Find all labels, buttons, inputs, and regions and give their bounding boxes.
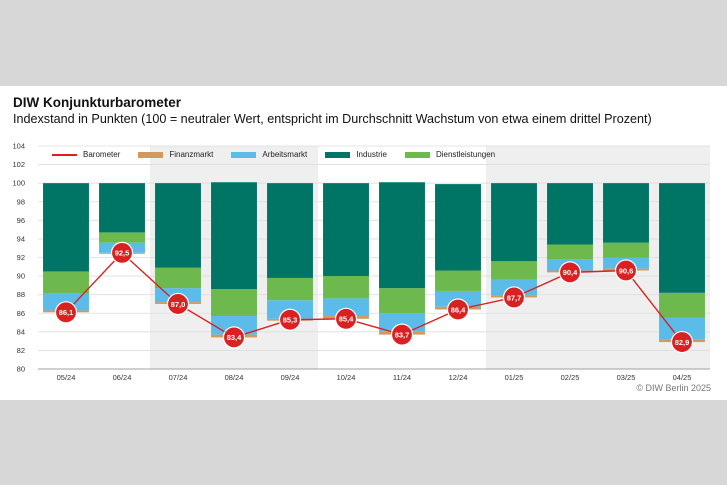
legend-label: Arbeitsmarkt bbox=[262, 150, 308, 159]
x-tick-label: 02/25 bbox=[561, 373, 580, 382]
y-tick-label: 86 bbox=[17, 309, 25, 318]
barometer-point bbox=[558, 261, 582, 284]
legend-label: Barometer bbox=[83, 150, 121, 159]
y-tick-label: 82 bbox=[17, 346, 25, 355]
barometer-point bbox=[222, 326, 246, 349]
bar-segment-dienstleistungen bbox=[659, 292, 705, 318]
y-tick-label: 100 bbox=[12, 179, 25, 188]
bar-segment-industrie bbox=[547, 183, 593, 245]
bar-segment-dienstleistungen bbox=[267, 277, 313, 301]
barometer-data-label: 87,0 bbox=[171, 300, 186, 309]
bar-segment-industrie bbox=[323, 183, 369, 277]
y-tick-label: 90 bbox=[17, 272, 25, 281]
bar-segment-dienstleistungen bbox=[379, 288, 425, 314]
bar-segment-industrie bbox=[659, 183, 705, 293]
bar-segment-industrie bbox=[155, 183, 201, 268]
barometer-point bbox=[278, 308, 302, 331]
x-tick-label: 05/24 bbox=[57, 373, 76, 382]
y-tick-label: 98 bbox=[17, 197, 25, 206]
x-tick-label: 09/24 bbox=[281, 373, 300, 382]
barometer-point bbox=[166, 292, 190, 316]
x-tick-label: 12/24 bbox=[449, 373, 468, 382]
barometer-data-label: 85,3 bbox=[283, 316, 298, 325]
bar-segment-industrie bbox=[43, 183, 89, 272]
y-tick-label: 84 bbox=[17, 327, 25, 336]
legend-swatch bbox=[231, 151, 257, 158]
barometer-data-label: 86,4 bbox=[451, 305, 466, 314]
legend-swatch bbox=[404, 151, 430, 158]
barometer-point bbox=[502, 286, 526, 309]
barometer-data-label: 85,4 bbox=[339, 315, 354, 324]
bar-segment-dienstleistungen bbox=[155, 267, 201, 289]
legend-item-dienstleistungen: Dienstleistungen bbox=[404, 150, 496, 159]
y-tick-label: 88 bbox=[17, 290, 25, 299]
barometer-point bbox=[446, 298, 470, 321]
barometer-point bbox=[334, 307, 358, 330]
legend-item-finanzmarkt: Finanzmarkt bbox=[138, 150, 213, 159]
bar-segment-dienstleistungen bbox=[435, 270, 481, 291]
bar-segment-industrie bbox=[491, 183, 537, 262]
legend-item-barometer: Barometer bbox=[52, 150, 120, 159]
legend-swatch bbox=[325, 151, 351, 158]
bar-segment-arbeitsmarkt bbox=[323, 298, 369, 317]
bar-segment-dienstleistungen bbox=[211, 289, 257, 317]
y-tick-label: 96 bbox=[17, 216, 25, 225]
bar-segment-industrie bbox=[603, 183, 649, 243]
bar-segment-industrie bbox=[379, 182, 425, 289]
bar-segment-industrie bbox=[99, 183, 145, 233]
x-tick-label: 01/25 bbox=[505, 373, 524, 382]
x-tick-label: 06/24 bbox=[113, 373, 132, 382]
legend-label: Finanzmarkt bbox=[169, 150, 214, 159]
bar-segment-dienstleistungen bbox=[43, 271, 89, 294]
chart-legend: Barometer Finanzmarkt Arbeitsmarkt Industri… bbox=[52, 150, 513, 159]
bar-segment-arbeitsmarkt bbox=[659, 317, 705, 340]
barometer-data-label: 90,6 bbox=[619, 266, 634, 275]
legend-item-arbeitsmarkt: Arbeitsmarkt bbox=[231, 150, 307, 159]
chart-title: DIW Konjunkturbarometer bbox=[13, 95, 182, 110]
legend-label: Industrie bbox=[356, 150, 387, 159]
x-tick-label: 04/25 bbox=[673, 373, 692, 382]
bar-segment-dienstleistungen bbox=[603, 242, 649, 258]
y-tick-label: 92 bbox=[17, 253, 25, 262]
barometer-data-label: 82,9 bbox=[675, 338, 690, 347]
legend-item-industrie: Industrie bbox=[325, 150, 387, 159]
x-tick-label: 07/24 bbox=[169, 373, 188, 382]
legend-swatch bbox=[138, 151, 164, 158]
chart-canvas: 80 82 84 86 88 90 92 94 96 98 100 102 104 05/24 06/24 0… bbox=[12, 142, 710, 382]
bar-segment-dienstleistungen bbox=[547, 244, 593, 260]
barometer-data-label: 83,7 bbox=[395, 330, 410, 339]
barometer-point bbox=[54, 301, 78, 324]
bar-segment-industrie bbox=[435, 184, 481, 271]
barometer-point bbox=[670, 330, 694, 354]
copyright-credit: © DIW Berlin 2025 bbox=[636, 383, 711, 393]
y-tick-label: 80 bbox=[17, 365, 25, 374]
x-tick-label: 11/24 bbox=[393, 373, 411, 382]
x-tick-label: 03/25 bbox=[617, 373, 636, 382]
y-tick-label: 104 bbox=[12, 142, 25, 151]
bar-segment-dienstleistungen bbox=[99, 232, 145, 243]
bar-segment-arbeitsmarkt bbox=[379, 313, 425, 332]
chart-card: DIW Konjunkturbarometer Indexstand in Pu… bbox=[0, 86, 727, 400]
bar-segment-dienstleistungen bbox=[323, 276, 369, 299]
y-tick-label: 102 bbox=[12, 160, 25, 169]
barometer-point bbox=[614, 259, 638, 282]
x-tick-label: 08/24 bbox=[225, 373, 244, 382]
barometer-data-label: 86,1 bbox=[59, 308, 74, 317]
x-tick-label: 10/24 bbox=[337, 373, 356, 382]
legend-label: Dienstleistungen bbox=[435, 150, 496, 159]
barometer-point bbox=[110, 241, 134, 264]
bar-segment-industrie bbox=[211, 182, 257, 290]
barometer-data-label: 83,4 bbox=[227, 333, 242, 342]
bar-segment-industrie bbox=[267, 183, 313, 278]
barometer-data-label: 92,5 bbox=[115, 249, 130, 258]
barometer-point bbox=[390, 323, 414, 346]
barometer-data-label: 87,7 bbox=[507, 293, 522, 302]
chart-subtitle: Indexstand in Punkten (100 = neutraler W… bbox=[13, 112, 652, 126]
barometer-data-label: 90,4 bbox=[563, 268, 578, 277]
bar-segment-dienstleistungen bbox=[491, 261, 537, 280]
y-tick-label: 94 bbox=[17, 234, 25, 243]
legend-swatch bbox=[52, 153, 77, 156]
